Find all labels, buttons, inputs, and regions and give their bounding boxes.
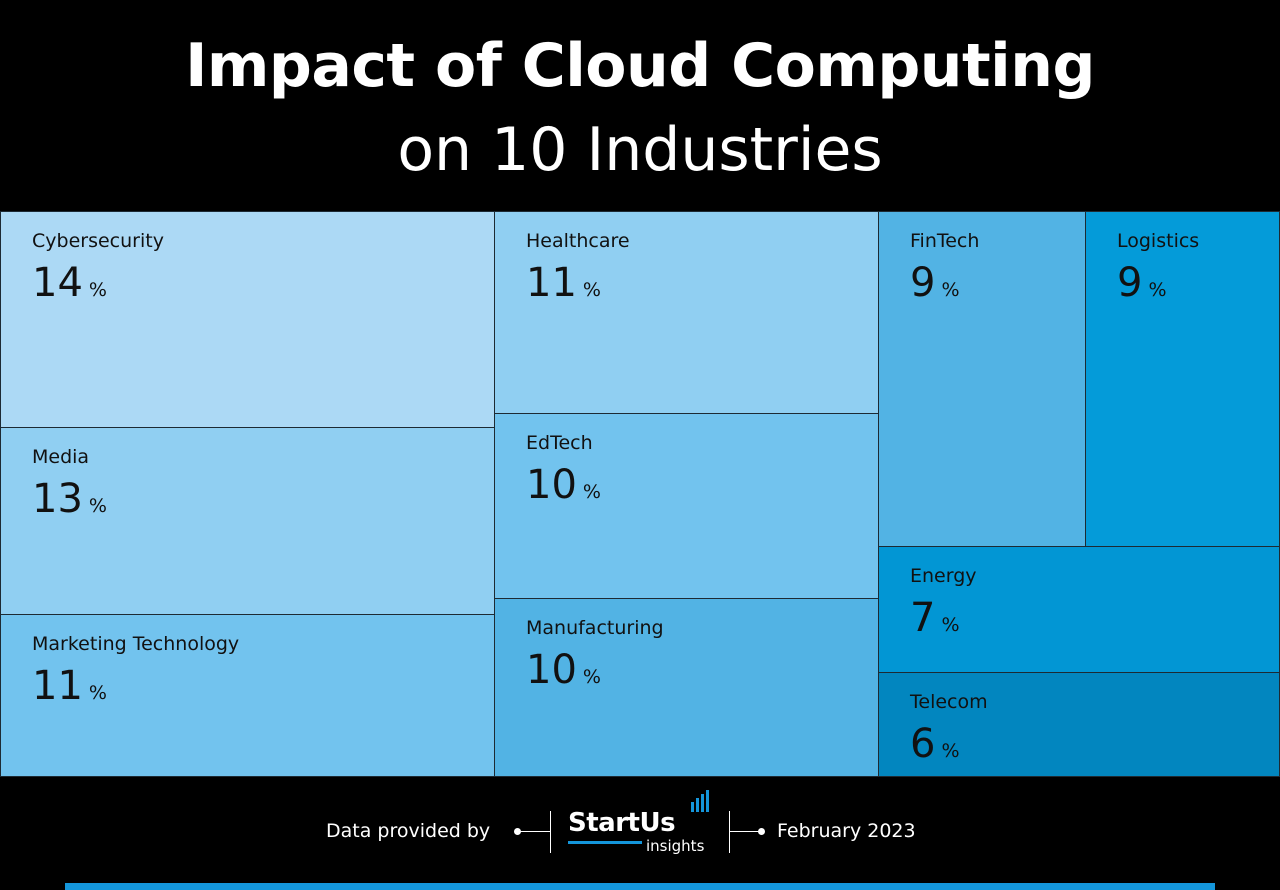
chart-title: Impact of Cloud Computing bbox=[185, 31, 1095, 101]
cell-value-cybersecurity: 14% bbox=[32, 260, 107, 306]
value-number: 6 bbox=[910, 721, 936, 767]
treemap-cell-manufacturing: Manufacturing 10% bbox=[494, 598, 879, 777]
treemap-cell-edtech: EdTech 10% bbox=[494, 413, 879, 599]
accent-bar bbox=[65, 883, 1215, 890]
percent-sign: % bbox=[88, 682, 107, 704]
cell-value-energy: 7% bbox=[910, 595, 960, 641]
footer: Data provided by StartUs insights Februa… bbox=[0, 790, 1280, 858]
treemap-cell-telecom: Telecom 6% bbox=[878, 672, 1280, 777]
percent-sign: % bbox=[582, 481, 601, 503]
date-text: February 2023 bbox=[777, 820, 916, 842]
treemap-cell-healthcare: Healthcare 11% bbox=[494, 211, 879, 414]
value-number: 11 bbox=[32, 663, 83, 709]
percent-sign: % bbox=[941, 614, 960, 636]
cell-label-manufacturing: Manufacturing bbox=[526, 617, 664, 639]
connector-dot-left bbox=[514, 828, 521, 835]
value-number: 7 bbox=[910, 595, 936, 641]
cell-value-manufacturing: 10% bbox=[526, 647, 601, 693]
divider-right bbox=[729, 811, 730, 853]
cell-label-energy: Energy bbox=[910, 565, 977, 587]
percent-sign: % bbox=[582, 279, 601, 301]
cell-label-cybersecurity: Cybersecurity bbox=[32, 230, 164, 252]
value-number: 9 bbox=[1117, 260, 1143, 306]
value-number: 10 bbox=[526, 647, 577, 693]
logo-subtext: insights bbox=[646, 837, 705, 855]
logo-underline bbox=[568, 841, 642, 844]
value-number: 9 bbox=[910, 260, 936, 306]
cell-label-fintech: FinTech bbox=[910, 230, 980, 252]
cell-label-telecom: Telecom bbox=[910, 691, 988, 713]
cell-label-edtech: EdTech bbox=[526, 432, 593, 454]
cell-value-fintech: 9% bbox=[910, 260, 960, 306]
treemap-cell-marketing-technology: Marketing Technology 11% bbox=[0, 614, 495, 777]
value-number: 10 bbox=[526, 462, 577, 508]
percent-sign: % bbox=[941, 279, 960, 301]
value-number: 14 bbox=[32, 260, 83, 306]
cell-label-logistics: Logistics bbox=[1117, 230, 1200, 252]
cell-value-edtech: 10% bbox=[526, 462, 601, 508]
treemap-cell-media: Media 13% bbox=[0, 427, 495, 615]
value-number: 11 bbox=[526, 260, 577, 306]
connector-line-left bbox=[518, 831, 550, 832]
cell-label-media: Media bbox=[32, 446, 90, 468]
treemap-cell-cybersecurity: Cybersecurity 14% bbox=[0, 211, 495, 428]
cell-value-marketing-technology: 11% bbox=[32, 663, 107, 709]
treemap-cell-logistics: Logistics 9% bbox=[1085, 211, 1280, 547]
divider-left bbox=[550, 811, 551, 853]
cell-value-telecom: 6% bbox=[910, 721, 960, 767]
percent-sign: % bbox=[941, 740, 960, 762]
cell-label-marketing-technology: Marketing Technology bbox=[32, 633, 240, 655]
logo-wordmark: StartUs bbox=[568, 808, 676, 838]
percent-sign: % bbox=[582, 666, 601, 688]
startus-insights-logo: StartUs insights bbox=[568, 790, 718, 858]
chart-subtitle: on 10 Industries bbox=[397, 115, 883, 185]
percent-sign: % bbox=[88, 279, 107, 301]
value-number: 13 bbox=[32, 476, 83, 522]
cell-value-logistics: 9% bbox=[1117, 260, 1167, 306]
cell-label-healthcare: Healthcare bbox=[526, 230, 630, 252]
treemap-cell-fintech: FinTech 9% bbox=[878, 211, 1086, 547]
data-provided-by-text: Data provided by bbox=[326, 820, 491, 842]
connector-line-right bbox=[730, 831, 760, 832]
treemap-cell-energy: Energy 7% bbox=[878, 546, 1280, 673]
cell-value-media: 13% bbox=[32, 476, 107, 522]
connector-dot-right bbox=[758, 828, 765, 835]
percent-sign: % bbox=[88, 495, 107, 517]
cell-value-healthcare: 11% bbox=[526, 260, 601, 306]
treemap: Cybersecurity 14% Media 13% Marketing Techno… bbox=[0, 211, 1280, 777]
percent-sign: % bbox=[1148, 279, 1167, 301]
